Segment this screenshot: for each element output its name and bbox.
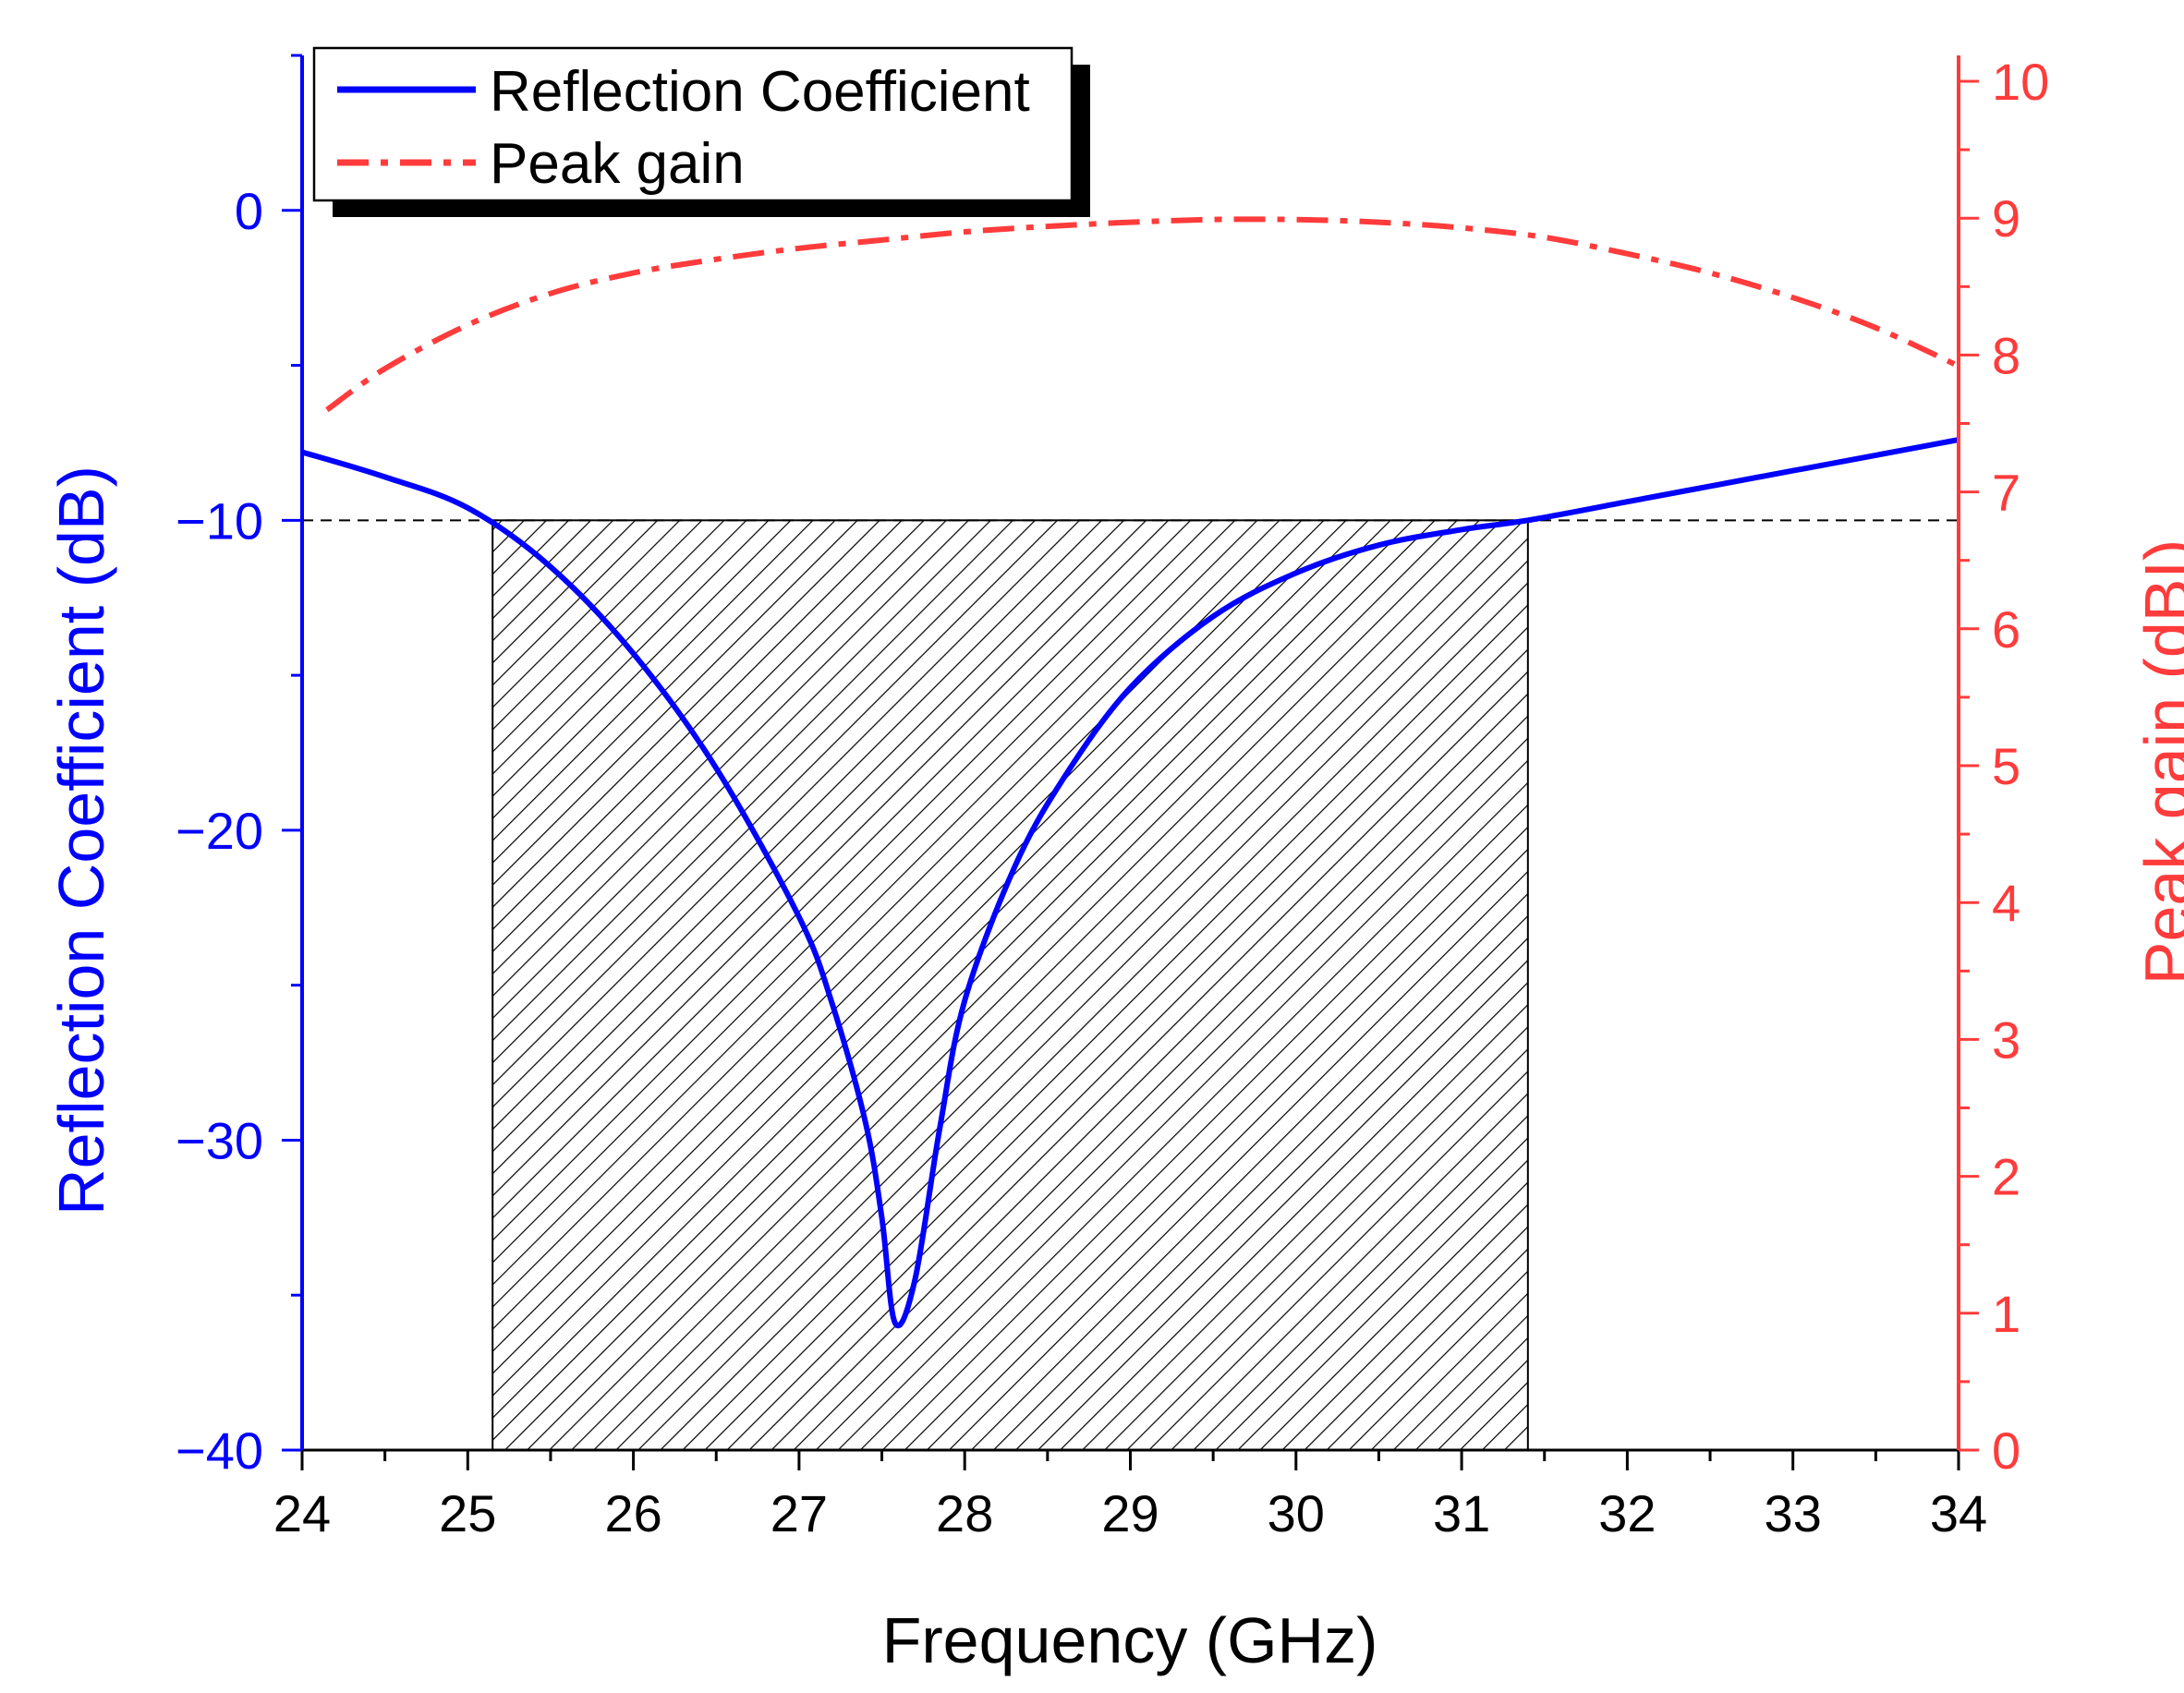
left-tick-label: −40 (176, 1421, 263, 1480)
legend-label-reflection: Reflection Coefficient (490, 60, 1030, 124)
right-tick-label: 1 (1992, 1285, 2020, 1343)
left-axis-ticks: 0 −10 −20 −30 −40 (176, 54, 302, 1480)
x-tick-label-25: 25 (439, 1484, 496, 1542)
right-tick-label: 7 (1992, 464, 2020, 522)
right-tick-label: 0 (1992, 1421, 2020, 1480)
right-tick-label: 5 (1992, 737, 2020, 795)
left-tick-label: −10 (176, 491, 263, 550)
x-tick-label-30: 30 (1268, 1484, 1325, 1542)
right-axis-title: Peak gain (dBI) (2131, 539, 2184, 985)
right-tick-label: 6 (1992, 600, 2020, 659)
left-tick-label: −30 (176, 1111, 263, 1169)
right-axis-ticks: 0 1 2 3 4 5 6 7 8 9 10 (1959, 53, 2049, 1480)
left-axis-title: Reflection Coefficient (dB) (45, 466, 117, 1215)
right-tick-label: 4 (1992, 874, 2020, 932)
x-tick-label-29: 29 (1101, 1484, 1159, 1542)
right-tick-label: 2 (1992, 1148, 2020, 1206)
legend-label-gain: Peak gain (490, 132, 745, 196)
right-tick-label: 10 (1992, 53, 2049, 111)
x-tick-label-27: 27 (770, 1484, 828, 1542)
left-tick-label: −20 (176, 802, 263, 860)
x-tick-label-32: 32 (1598, 1484, 1656, 1542)
x-axis-title: Frequency (GHz) (882, 1604, 1378, 1676)
x-axis-ticks: 24 25 26 27 28 29 30 31 32 33 34 (273, 1450, 1987, 1542)
band-layer (491, 519, 1529, 1450)
x-tick-label-33: 33 (1765, 1484, 1822, 1542)
x-tick-label-34: 34 (1930, 1484, 1987, 1542)
x-tick-label-31: 31 (1433, 1484, 1490, 1542)
series-layer (302, 216, 1959, 1329)
left-tick-label: 0 (235, 182, 263, 240)
right-tick-label: 8 (1992, 326, 2020, 384)
x-tick-label-26: 26 (604, 1484, 661, 1542)
x-tick-label-28: 28 (936, 1484, 993, 1542)
hatched-bandwidth-region (491, 519, 1529, 1450)
x-tick-label-24: 24 (273, 1484, 331, 1542)
reflection-coefficient-line (302, 437, 1959, 1329)
peak-gain-line (325, 216, 1959, 413)
right-tick-label: 3 (1992, 1010, 2020, 1069)
legend-box (312, 46, 1074, 202)
legend: Reflection Coefficient Peak gain (312, 46, 1090, 217)
right-tick-label: 9 (1992, 189, 2020, 248)
